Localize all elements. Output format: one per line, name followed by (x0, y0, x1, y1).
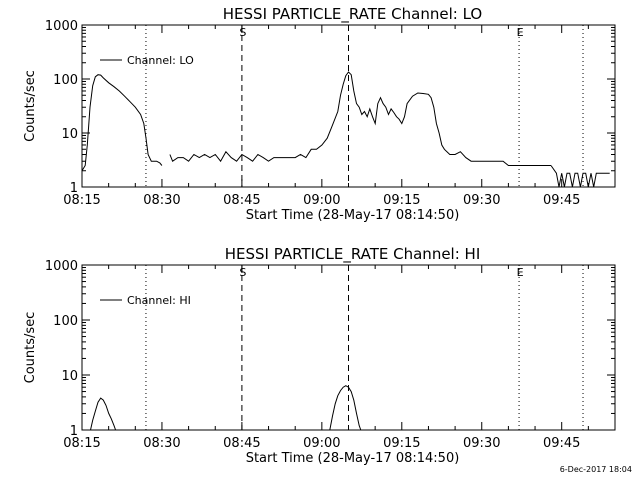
x-tick-label: 09:45 (543, 193, 580, 208)
x-tick-label: 08:15 (63, 436, 100, 451)
y-tick-label: 100 (53, 314, 78, 329)
y-tick-label: 1000 (45, 19, 78, 34)
x-tick-label: 09:00 (303, 193, 340, 208)
legend-label: Channel: LO (127, 54, 194, 67)
x-tick-label: 08:30 (143, 193, 180, 208)
event-marker-label: E (517, 26, 524, 39)
x-tick-label: 09:45 (543, 436, 580, 451)
x-tick-label: 09:15 (383, 436, 420, 451)
panel-1: HESSI PARTICLE_RATE Channel: LO 1 10 100 100… (23, 5, 616, 223)
x-tick-label: 08:30 (143, 436, 180, 451)
x-tick-label: 09:15 (383, 193, 420, 208)
series-line (550, 165, 610, 188)
y-tick-label: 100 (53, 73, 78, 88)
event-marker-label: E (517, 266, 524, 279)
event-marker-label: S (239, 266, 246, 279)
y-tick-label: 1000 (45, 259, 78, 274)
x-tick-label: 09:30 (463, 436, 500, 451)
chart-title: HESSI PARTICLE_RATE Channel: HI (225, 245, 481, 264)
y-axis-label: Counts/sec (23, 70, 38, 142)
y-tick-label: 10 (61, 127, 78, 142)
x-axis-label: Start Time (28-May-17 08:14:50) (246, 451, 460, 466)
y-tick-label: 1 (70, 424, 78, 439)
x-tick-label: 08:15 (63, 193, 100, 208)
series-line (169, 71, 551, 166)
x-tick-label: 08:45 (223, 193, 260, 208)
x-axis-label: Start Time (28-May-17 08:14:50) (246, 208, 460, 223)
series-line (81, 74, 163, 171)
chart-title: HESSI PARTICLE_RATE Channel: LO (223, 5, 482, 24)
series-line (90, 397, 117, 431)
generated-timestamp: 6-Dec-2017 18:04 (559, 465, 632, 474)
event-marker-label: S (239, 26, 246, 39)
x-tick-label: 09:30 (463, 193, 500, 208)
panel-2: HESSI PARTICLE_RATE Channel: HI 1 10 100 100… (23, 245, 616, 466)
legend-label: Channel: HI (127, 294, 191, 307)
y-axis-label: Counts/sec (23, 312, 38, 384)
y-tick-label: 1 (70, 181, 78, 196)
y-tick-label: 10 (61, 369, 78, 384)
x-tick-label: 08:45 (223, 436, 260, 451)
x-tick-label: 09:00 (303, 436, 340, 451)
series-line (329, 385, 362, 431)
